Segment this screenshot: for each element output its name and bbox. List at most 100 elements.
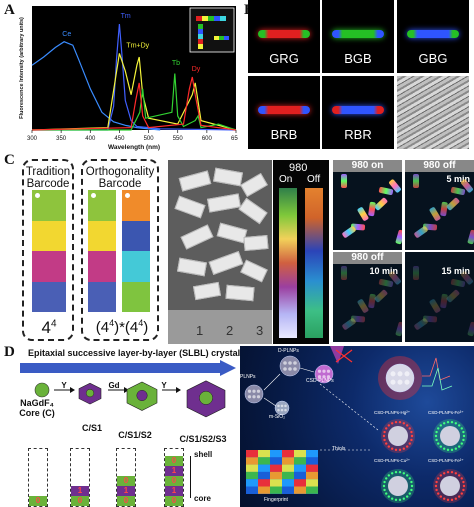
rod-tile-grg: GRG (248, 0, 320, 73)
step1-label: C/S1 (81, 423, 102, 433)
step2-reagent: Gd (108, 381, 120, 390)
layer-cell: 0 (117, 496, 135, 506)
barcode-segment (88, 281, 116, 312)
panel-letter-c: C (4, 152, 15, 168)
layer-column: 0 (28, 448, 48, 507)
spectrum-2 (422, 367, 453, 391)
np-sio2 (274, 400, 290, 416)
barcode-segment (32, 281, 66, 312)
strip-on-bar (279, 188, 297, 338)
layer-cell: 0 (165, 476, 183, 486)
layer-cell: 1 (71, 486, 89, 496)
panel-letter-a: A (4, 2, 15, 18)
label-plnp: PLNPs (240, 374, 256, 380)
barcode-segment (88, 220, 116, 251)
layer-cell: 0 (117, 476, 135, 486)
rod-piece (240, 259, 268, 283)
barcode-segment (88, 251, 116, 282)
rod-piece (225, 284, 255, 302)
series-line-tmdy (31, 53, 237, 131)
x-tick-label: 450 (114, 136, 125, 142)
orthogonality-stack-right (122, 190, 150, 312)
shell-label: shell (194, 450, 213, 459)
rod-piece (176, 257, 208, 277)
layer-cell: 0 (165, 496, 183, 506)
x-tick-label: 400 (85, 136, 96, 142)
rod-piece (212, 167, 244, 187)
flow-arrow (263, 373, 281, 391)
rod-piece (192, 281, 222, 301)
glow-rod (378, 186, 394, 196)
glow-rod (467, 229, 474, 245)
y-axis-label: Fluorescence Intensity (arbitrary units) (19, 17, 25, 119)
time-cell-sub: 5 min (446, 174, 470, 184)
spectrum-1 (422, 357, 451, 381)
orthogonality-caption: (44)*(44) (95, 318, 149, 336)
flow-arrow (263, 397, 277, 407)
glow-rod (341, 317, 357, 331)
rod-piece (238, 197, 268, 225)
step1-reagent: Y (61, 381, 67, 390)
orthogonality-stack-left (88, 190, 116, 312)
barcode-dot (91, 193, 96, 198)
tradition-caption: 44 (41, 318, 57, 337)
rod-piece (207, 193, 241, 213)
core-sphere (34, 382, 50, 398)
glow-rod (413, 317, 429, 331)
peak-label-tm: Tm (121, 13, 131, 20)
rod-tile-rbr: RBR (322, 76, 394, 149)
slbl-banner-text: Epitaxial successive layer-by-layer (SLB… (28, 348, 273, 358)
x-tick-label: 300 (27, 136, 38, 142)
label-sio2: m-SiO₂ (269, 414, 286, 420)
strip-off-bar (305, 188, 323, 338)
label-csd: CSD-PLNPs (306, 378, 334, 384)
ruler (168, 310, 272, 344)
glow-rod (413, 174, 419, 188)
slbl-arrow (20, 360, 236, 376)
glow-rod (378, 278, 394, 288)
core-label: NaGdF₄ Core (C) (19, 398, 55, 418)
rod-piece (243, 234, 269, 252)
glow-rod (368, 293, 376, 309)
rod (258, 30, 310, 38)
layer-cell: 0 (29, 496, 47, 506)
on-off-strip: 980 On Off (273, 160, 329, 344)
np-csd (314, 364, 334, 384)
glow-rod (373, 289, 389, 303)
step3-reagent: Y (161, 381, 167, 390)
layer-cell: 1 (165, 486, 183, 496)
sensor-scheme-drawing (244, 346, 467, 503)
orthogonality-barcode-title: Orthogonality Barcode (85, 166, 155, 190)
glow-rod (341, 266, 347, 280)
time-cell: 980 on (333, 160, 402, 250)
glow-rod (368, 201, 376, 217)
layer-cell: 1 (165, 466, 183, 476)
fingerprint-heatmap (246, 450, 318, 494)
strip-title: 980 (289, 162, 308, 174)
barcode-dot (125, 193, 130, 198)
rods-photo: 1 2 3 (168, 160, 272, 344)
label-c4: CSD-PLNPs-Fe²⁺ (428, 458, 464, 463)
rod-piece (240, 172, 268, 198)
shell-cube (126, 381, 158, 411)
strip-on-label: On (279, 174, 293, 185)
inset-rods (189, 7, 235, 53)
panel-e-scheme: D-PLNPs PLNPs m-SiO₂ CSD-PLNPs Fingerpri… (240, 346, 474, 507)
step-arrow-head (70, 387, 75, 393)
glow-rod (341, 174, 347, 188)
rod (332, 106, 384, 114)
glow-rod (440, 201, 448, 217)
step-arrow-head (124, 387, 129, 393)
rod (332, 30, 384, 38)
spectra-chart: Ce Tm Tm+Dy Tb Dy 300 350 400 450 500 550 600 650 Wav… (19, 6, 242, 151)
tile-label: BRB (270, 127, 298, 142)
np-dplnp (279, 355, 301, 377)
step-arrow-head (176, 387, 181, 393)
tradition-barcode-stack (32, 190, 66, 312)
tile-label: GBG (418, 51, 448, 66)
ruler-label-3: 3 (256, 323, 264, 338)
barcode-segment (122, 281, 150, 312)
glow-rod (413, 266, 419, 280)
series-line-ce (31, 41, 161, 131)
